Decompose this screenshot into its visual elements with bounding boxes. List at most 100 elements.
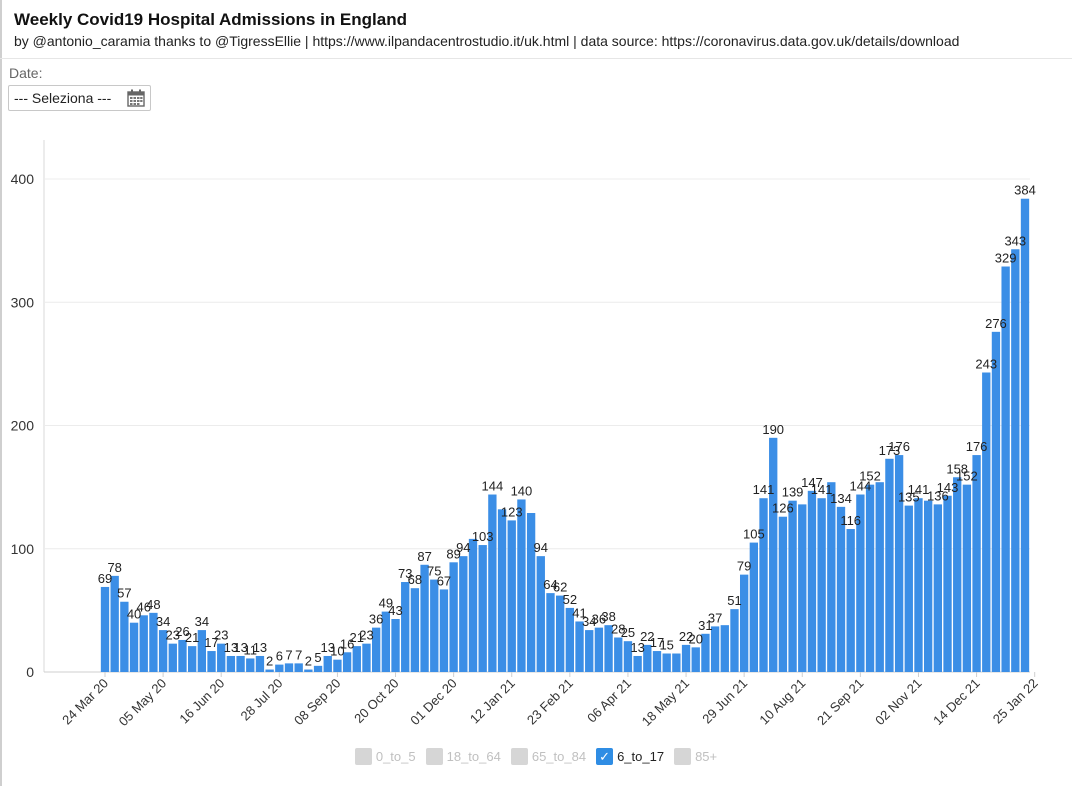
bar[interactable] [1011, 249, 1020, 672]
bar[interactable] [1020, 198, 1030, 672]
bar[interactable] [100, 586, 110, 672]
bar[interactable] [1001, 266, 1010, 672]
bar[interactable] [681, 644, 691, 672]
legend-item[interactable]: 85+ [674, 748, 717, 765]
bar[interactable] [333, 659, 342, 672]
bar[interactable] [643, 644, 652, 672]
bar[interactable] [362, 643, 371, 672]
bar[interactable] [371, 627, 381, 672]
bar[interactable] [652, 651, 662, 672]
bar[interactable] [517, 499, 526, 672]
bar[interactable] [226, 655, 236, 672]
bar[interactable] [904, 505, 913, 672]
bar[interactable] [875, 482, 884, 672]
bar[interactable] [352, 646, 361, 672]
bar[interactable] [604, 625, 613, 672]
bar[interactable] [381, 611, 391, 672]
bar[interactable] [894, 455, 904, 672]
legend-item[interactable]: 65_to_84 [510, 748, 586, 765]
bar[interactable] [246, 658, 255, 672]
bar[interactable] [585, 630, 594, 672]
bar[interactable] [420, 564, 429, 672]
bar[interactable] [139, 615, 148, 672]
bar[interactable] [691, 647, 700, 672]
bar[interactable] [662, 653, 671, 672]
bar[interactable] [459, 556, 468, 672]
bar[interactable] [401, 582, 410, 672]
bar[interactable] [807, 490, 817, 672]
bar[interactable] [546, 593, 555, 672]
bar[interactable] [962, 484, 972, 672]
bar[interactable] [410, 588, 420, 672]
bar[interactable] [953, 477, 962, 672]
bar[interactable] [178, 639, 187, 672]
bar[interactable] [856, 494, 865, 672]
bar[interactable] [565, 607, 575, 672]
bar[interactable] [982, 372, 991, 672]
bar[interactable] [749, 542, 759, 672]
bar[interactable] [149, 612, 158, 672]
bar[interactable] [168, 643, 177, 672]
bar[interactable] [769, 437, 778, 672]
bar[interactable] [914, 498, 923, 672]
bar[interactable] [778, 516, 788, 672]
bar[interactable] [468, 538, 478, 672]
bar[interactable] [313, 665, 323, 672]
bar[interactable] [817, 498, 826, 672]
bar[interactable] [555, 595, 565, 672]
bar[interactable] [342, 652, 352, 672]
bar[interactable] [836, 506, 846, 672]
bar[interactable] [710, 626, 720, 672]
bar[interactable] [449, 562, 458, 672]
bar[interactable] [294, 663, 303, 672]
bar[interactable] [323, 655, 332, 672]
bar[interactable] [439, 589, 449, 672]
bar[interactable] [284, 663, 294, 672]
bar[interactable] [720, 625, 729, 672]
bar[interactable] [255, 655, 265, 672]
bar[interactable] [110, 575, 119, 672]
legend-item[interactable]: 18_to_64 [425, 748, 501, 765]
bar[interactable] [536, 556, 545, 672]
bar[interactable] [488, 494, 497, 672]
bar[interactable] [827, 482, 836, 672]
bar[interactable] [943, 495, 952, 672]
bar[interactable] [991, 331, 1001, 672]
bar[interactable] [846, 529, 855, 672]
bar[interactable] [798, 504, 807, 672]
bar[interactable] [129, 622, 139, 672]
bar[interactable] [730, 609, 739, 672]
bar[interactable] [923, 500, 933, 672]
calendar-icon[interactable] [127, 89, 145, 107]
bar[interactable] [672, 653, 681, 672]
bar[interactable] [197, 630, 207, 672]
bar[interactable] [933, 504, 943, 672]
bar[interactable] [430, 579, 439, 672]
bar[interactable] [187, 646, 197, 672]
bar[interactable] [526, 513, 536, 672]
bar[interactable] [507, 520, 516, 672]
bar[interactable] [614, 637, 623, 672]
bar[interactable] [497, 509, 507, 672]
bar[interactable] [120, 601, 129, 672]
bar[interactable] [304, 669, 313, 672]
date-picker[interactable]: --- Seleziona --- [8, 85, 151, 111]
bar[interactable] [788, 500, 797, 672]
bar[interactable] [739, 574, 749, 672]
bar[interactable] [623, 641, 633, 672]
bar[interactable] [265, 669, 274, 672]
bar[interactable] [275, 664, 284, 672]
legend-item[interactable]: ✓ 6_to_17 [596, 748, 664, 765]
bar[interactable] [594, 627, 604, 672]
bar[interactable] [217, 643, 226, 672]
bar[interactable] [207, 651, 216, 672]
bar[interactable] [633, 655, 642, 672]
bar[interactable] [478, 545, 487, 672]
bar[interactable] [865, 484, 875, 672]
bar[interactable] [701, 633, 710, 672]
bar[interactable] [158, 630, 168, 672]
bar[interactable] [391, 619, 400, 672]
bar[interactable] [759, 498, 768, 672]
bar[interactable] [972, 455, 981, 672]
bar[interactable] [885, 458, 894, 672]
